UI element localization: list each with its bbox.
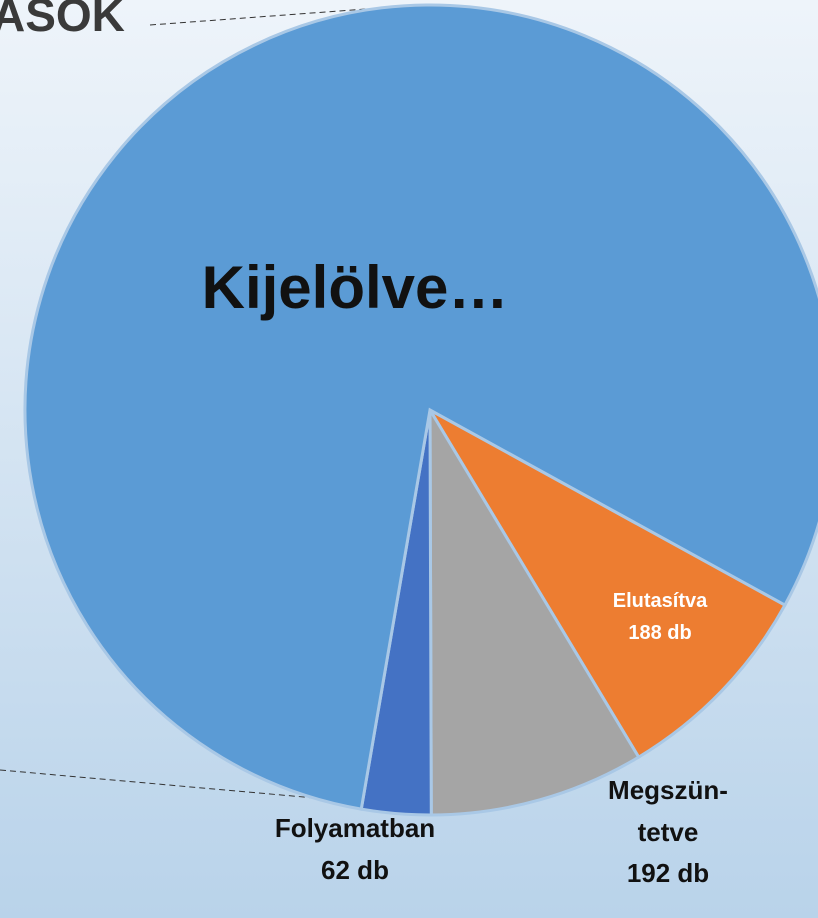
value-label: 62 db xyxy=(321,854,389,885)
title: ÁSOK xyxy=(0,0,125,41)
dashed-line xyxy=(0,769,361,803)
pie-slice xyxy=(428,404,641,817)
slice-label: Folyamatban xyxy=(274,813,436,843)
pie-slice xyxy=(425,406,787,760)
slice-label: Kijelölve… xyxy=(201,254,509,321)
value-label: 188 db xyxy=(628,622,692,644)
pie-slice xyxy=(23,3,818,811)
slice-label: Megszün- tetve xyxy=(608,775,728,847)
slice-label: Elutasítva xyxy=(612,590,708,612)
value-label: 192 db xyxy=(626,858,710,889)
